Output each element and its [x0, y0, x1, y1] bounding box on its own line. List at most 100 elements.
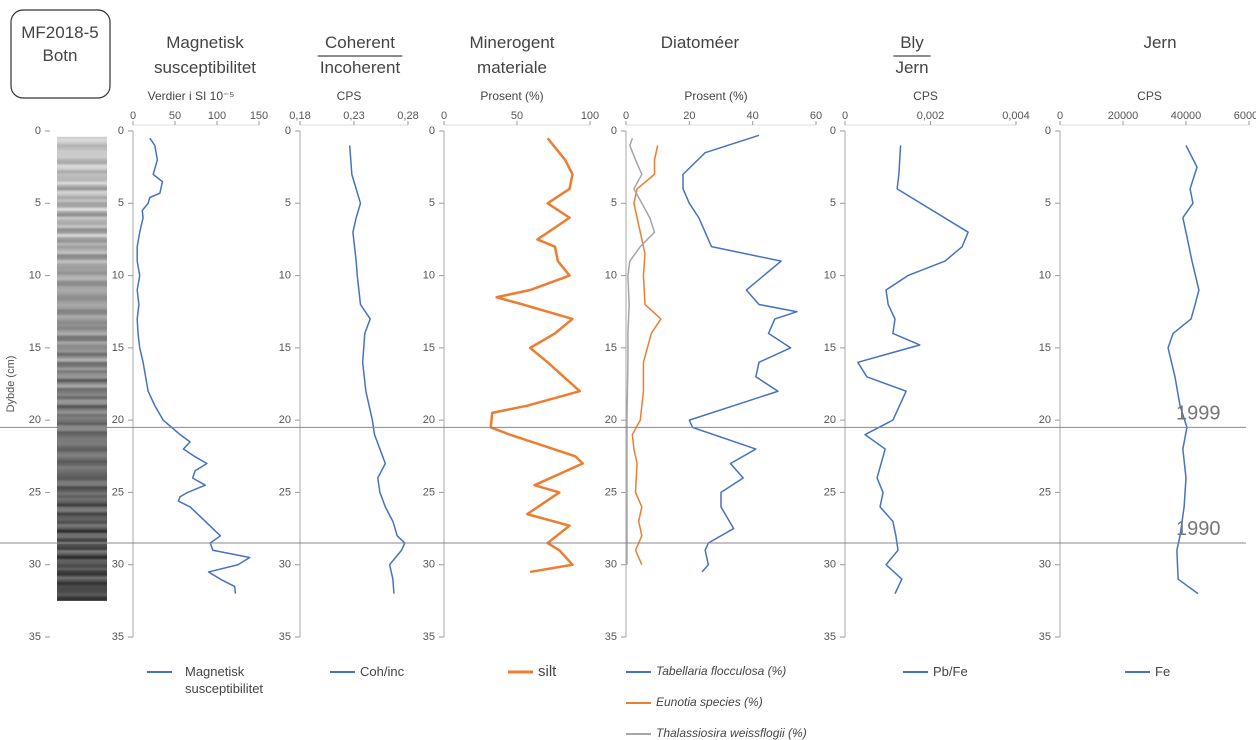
x-tick-label: 0	[842, 110, 848, 122]
panel-title: Incoherent	[320, 58, 401, 77]
y-axis-label: Dybde (cm)	[5, 356, 17, 413]
y-tick-label: 30	[423, 559, 435, 571]
series-line	[631, 145, 662, 566]
y-tick-label: 25	[29, 486, 41, 498]
y-tick-label: 10	[29, 269, 41, 281]
y-tick-label: 5	[118, 197, 124, 209]
y-tick-label: 10	[112, 269, 124, 281]
legend-label: Pb/Fe	[933, 664, 968, 679]
x-tick-label: 0,18	[289, 110, 310, 122]
x-tick-label: 0,004	[1002, 110, 1030, 122]
x-tick-label: 40000	[1171, 110, 1202, 122]
y-tick-label: 10	[824, 269, 836, 281]
x-axis-label: Prosent (%)	[480, 89, 543, 103]
y-tick-label: 35	[29, 631, 41, 643]
y-tick-label: 0	[429, 125, 435, 137]
horizon-label: 1999	[1176, 402, 1221, 424]
core-image	[57, 136, 107, 601]
y-tick-label: 15	[1039, 342, 1051, 354]
x-axis-label: Prosent (%)	[684, 89, 747, 103]
core-label-box	[10, 9, 111, 99]
series-line	[626, 137, 656, 565]
y-tick-label: 15	[605, 342, 617, 354]
x-axis-label: CPS	[913, 89, 938, 103]
x-tick-label: 50	[511, 110, 523, 122]
x-tick-label: 0,23	[343, 110, 364, 122]
x-tick-label: 0,002	[917, 110, 945, 122]
y-tick-label: 25	[1039, 486, 1051, 498]
y-tick-label: 5	[35, 197, 41, 209]
y-tick-label: 35	[112, 631, 124, 643]
y-tick-label: 35	[605, 631, 617, 643]
y-tick-label: 25	[279, 486, 291, 498]
x-tick-label: 100	[581, 110, 599, 122]
y-tick-label: 15	[279, 342, 291, 354]
y-tick-label: 0	[1045, 125, 1051, 137]
x-tick-label: 0	[1057, 110, 1063, 122]
y-tick-label: 35	[279, 631, 291, 643]
legend-label: Fe	[1155, 664, 1171, 679]
y-tick-label: 25	[605, 486, 617, 498]
x-tick-label: 60	[810, 110, 822, 122]
series-line	[489, 137, 584, 574]
x-tick-label: 0	[130, 110, 136, 122]
y-tick-label: 35	[423, 631, 435, 643]
y-tick-label: 5	[611, 197, 617, 209]
panel-title: susceptibilitet	[154, 58, 256, 77]
y-tick-label: 10	[605, 269, 617, 281]
x-tick-label: 20000	[1108, 110, 1139, 122]
y-tick-label: 25	[112, 486, 124, 498]
y-tick-label: 35	[1039, 631, 1051, 643]
legend-label: Coh/inc	[360, 664, 405, 679]
x-tick-label: 0	[623, 110, 629, 122]
y-tick-label: 35	[824, 631, 836, 643]
y-tick-label: 30	[824, 559, 836, 571]
y-tick-label: 0	[611, 125, 617, 137]
y-tick-label: 30	[1039, 559, 1051, 571]
x-tick-label: 50	[169, 110, 181, 122]
x-axis-label: CPS	[1137, 89, 1162, 103]
y-tick-label: 5	[830, 197, 836, 209]
y-tick-label: 20	[29, 414, 41, 426]
x-tick-label: 150	[250, 110, 268, 122]
panel-title: Coherent	[325, 33, 395, 52]
core-label: Botn	[43, 46, 78, 65]
y-tick-label: 30	[279, 559, 291, 571]
y-tick-label: 10	[1039, 269, 1051, 281]
x-tick-label: 100	[208, 110, 226, 122]
y-tick-label: 0	[285, 125, 291, 137]
core-label: MF2018-5	[21, 23, 98, 42]
y-tick-label: 10	[423, 269, 435, 281]
y-tick-label: 20	[1039, 414, 1051, 426]
series-line	[348, 145, 406, 594]
panel-title: Bly	[900, 33, 924, 52]
panel-title: Minerogent	[469, 33, 554, 52]
legend-label: Eunotia species (%)	[656, 695, 763, 709]
series-line	[1167, 145, 1200, 595]
x-axis-label: Verdier i SI 10⁻⁵	[148, 89, 235, 103]
panel-title: materiale	[477, 58, 547, 77]
y-tick-label: 15	[29, 342, 41, 354]
legend-label: Thalassiosira weissflogii (%)	[656, 726, 807, 740]
y-tick-label: 0	[118, 125, 124, 137]
y-tick-label: 10	[279, 269, 291, 281]
series-line	[136, 137, 251, 594]
x-tick-label: 60000	[1234, 110, 1256, 122]
y-tick-label: 15	[112, 342, 124, 354]
y-tick-label: 0	[35, 125, 41, 137]
y-tick-label: 25	[423, 486, 435, 498]
y-tick-label: 5	[285, 197, 291, 209]
legend-label: silt	[538, 663, 557, 680]
y-tick-label: 5	[1045, 197, 1051, 209]
x-tick-label: 0	[441, 110, 447, 122]
horizon-label: 1990	[1176, 518, 1221, 540]
panel-title: Magnetisk	[166, 33, 244, 52]
y-tick-label: 25	[824, 486, 836, 498]
panel-title: Diatoméer	[661, 33, 740, 52]
legend-label: Magnetisk susceptibilitet	[185, 664, 264, 696]
y-tick-label: 15	[824, 342, 836, 354]
y-tick-label: 20	[423, 414, 435, 426]
x-tick-label: 40	[747, 110, 759, 122]
